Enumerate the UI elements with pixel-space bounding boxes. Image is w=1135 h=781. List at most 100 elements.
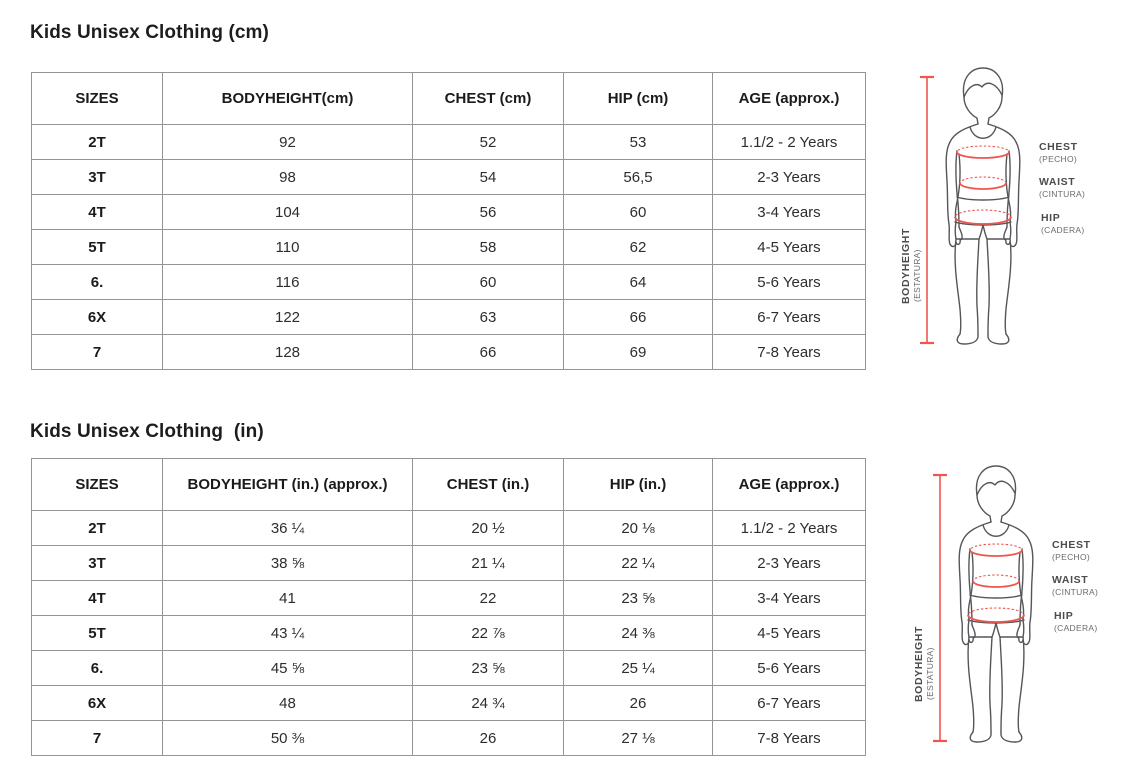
hip-sublabel: (CADERA) [1041, 225, 1085, 235]
value-cell: 6-7 Years [712, 685, 866, 721]
value-cell: 104 [162, 194, 413, 230]
hip-measure-arc [967, 614, 1025, 623]
body-figure-illustration: CHEST (PECHO) WAIST (CINTURA) HIP (CADER… [913, 465, 1098, 743]
value-cell: 20 ½ [412, 510, 564, 546]
chest-sublabel: (PECHO) [1039, 154, 1077, 164]
size-cell: 4T [31, 580, 163, 616]
value-cell: 22 [412, 580, 564, 616]
size-cell: 5T [31, 615, 163, 651]
value-cell: 2-3 Years [712, 159, 866, 195]
size-cell: 2T [31, 510, 163, 546]
table-row: 6X 122 63 66 6-7 Years [31, 299, 866, 335]
section-title-cm: Kids Unisex Clothing (cm) [30, 22, 269, 43]
value-cell: 43 ¼ [162, 615, 413, 651]
size-cell: 4T [31, 194, 163, 230]
column-header-bodyheight: BODYHEIGHT(cm) [162, 72, 413, 125]
value-cell: 66 [563, 299, 713, 335]
measurement-marks [920, 75, 1012, 345]
value-cell: 5-6 Years [712, 264, 866, 300]
value-cell: 2-3 Years [712, 545, 866, 581]
value-cell: 27 ⅛ [563, 720, 713, 756]
value-cell: 58 [412, 229, 564, 265]
hip-label: HIP [1041, 212, 1060, 224]
chest-label: CHEST [1039, 141, 1078, 153]
value-cell: 26 [412, 720, 564, 756]
size-cell: 7 [31, 334, 163, 370]
column-header-chest: CHEST (in.) [412, 458, 564, 511]
value-cell: 60 [563, 194, 713, 230]
waist-label: WAIST [1039, 176, 1075, 188]
value-cell: 7-8 Years [712, 334, 866, 370]
value-cell: 1.1/2 - 2 Years [712, 510, 866, 546]
value-cell: 21 ¼ [412, 545, 564, 581]
size-table-in: SIZES BODYHEIGHT (in.) (approx.) CHEST (… [31, 458, 866, 756]
body-figure-outline [958, 465, 1034, 743]
value-cell: 23 ⅝ [412, 650, 564, 686]
value-cell: 1.1/2 - 2 Years [712, 124, 866, 160]
table-row: 7 128 66 69 7-8 Years [31, 334, 866, 370]
table-row: 3T 38 ⅝ 21 ¼ 22 ¼ 2-3 Years [31, 545, 866, 581]
bodyheight-label: BODYHEIGHT [900, 228, 912, 304]
value-cell: 25 ¼ [563, 650, 713, 686]
size-cell: 6. [31, 650, 163, 686]
value-cell: 26 [563, 685, 713, 721]
size-table-cm: SIZES BODYHEIGHT(cm) CHEST (cm) HIP (cm)… [31, 72, 866, 370]
table-row: 5T 110 58 62 4-5 Years [31, 229, 866, 265]
column-header-hip: HIP (in.) [563, 458, 713, 511]
header-row: SIZES BODYHEIGHT (in.) (approx.) CHEST (… [31, 458, 866, 511]
chest-measure-arc [969, 549, 1023, 557]
hip-measure-arc [954, 216, 1012, 225]
value-cell: 54 [412, 159, 564, 195]
value-cell: 22 ¼ [563, 545, 713, 581]
body-figure-illustration: CHEST (PECHO) WAIST (CINTURA) HIP (CADER… [900, 67, 1085, 345]
table-row: 7 50 ⅜ 26 27 ⅛ 7-8 Years [31, 720, 866, 756]
column-header-hip: HIP (cm) [563, 72, 713, 125]
waist-measure-arc [959, 182, 1007, 190]
table-row: 6. 45 ⅝ 23 ⅝ 25 ¼ 5-6 Years [31, 650, 866, 686]
value-cell: 3-4 Years [712, 194, 866, 230]
value-cell: 6-7 Years [712, 299, 866, 335]
value-cell: 24 ¾ [412, 685, 564, 721]
column-header-sizes: SIZES [31, 72, 163, 125]
waist-label: WAIST [1052, 574, 1088, 586]
value-cell: 24 ⅜ [563, 615, 713, 651]
value-cell: 92 [162, 124, 413, 160]
body-figure-outline [945, 67, 1021, 345]
value-cell: 38 ⅝ [162, 545, 413, 581]
hip-sublabel: (CADERA) [1054, 623, 1098, 633]
size-cell: 3T [31, 159, 163, 195]
column-header-age: AGE (approx.) [712, 72, 866, 125]
value-cell: 56 [412, 194, 564, 230]
waist-sublabel: (CINTURA) [1039, 189, 1085, 199]
value-cell: 66 [412, 334, 564, 370]
value-cell: 122 [162, 299, 413, 335]
bodyheight-sublabel: (ESTATURA) [925, 647, 935, 700]
hip-label: HIP [1054, 610, 1073, 622]
chest-sublabel: (PECHO) [1052, 552, 1090, 562]
waist-measure-arc [972, 580, 1020, 588]
table-row: 5T 43 ¼ 22 ⅞ 24 ⅜ 4-5 Years [31, 615, 866, 651]
value-cell: 52 [412, 124, 564, 160]
value-cell: 128 [162, 334, 413, 370]
size-cell: 3T [31, 545, 163, 581]
column-header-sizes: SIZES [31, 458, 163, 511]
value-cell: 110 [162, 229, 413, 265]
size-cell: 5T [31, 229, 163, 265]
value-cell: 63 [412, 299, 564, 335]
bodyheight-sublabel: (ESTATURA) [912, 249, 922, 302]
body-measurement-diagram-cm: CHEST (PECHO) WAIST (CINTURA) HIP (CADER… [893, 52, 1133, 362]
value-cell: 50 ⅜ [162, 720, 413, 756]
waist-sublabel: (CINTURA) [1052, 587, 1098, 597]
value-cell: 45 ⅝ [162, 650, 413, 686]
value-cell: 62 [563, 229, 713, 265]
value-cell: 48 [162, 685, 413, 721]
value-cell: 4-5 Years [712, 615, 866, 651]
table-row: 3T 98 54 56,5 2-3 Years [31, 159, 866, 195]
value-cell: 60 [412, 264, 564, 300]
value-cell: 98 [162, 159, 413, 195]
header-row: SIZES BODYHEIGHT(cm) CHEST (cm) HIP (cm)… [31, 72, 866, 125]
value-cell: 7-8 Years [712, 720, 866, 756]
value-cell: 53 [563, 124, 713, 160]
column-header-age: AGE (approx.) [712, 458, 866, 511]
size-cell: 7 [31, 720, 163, 756]
